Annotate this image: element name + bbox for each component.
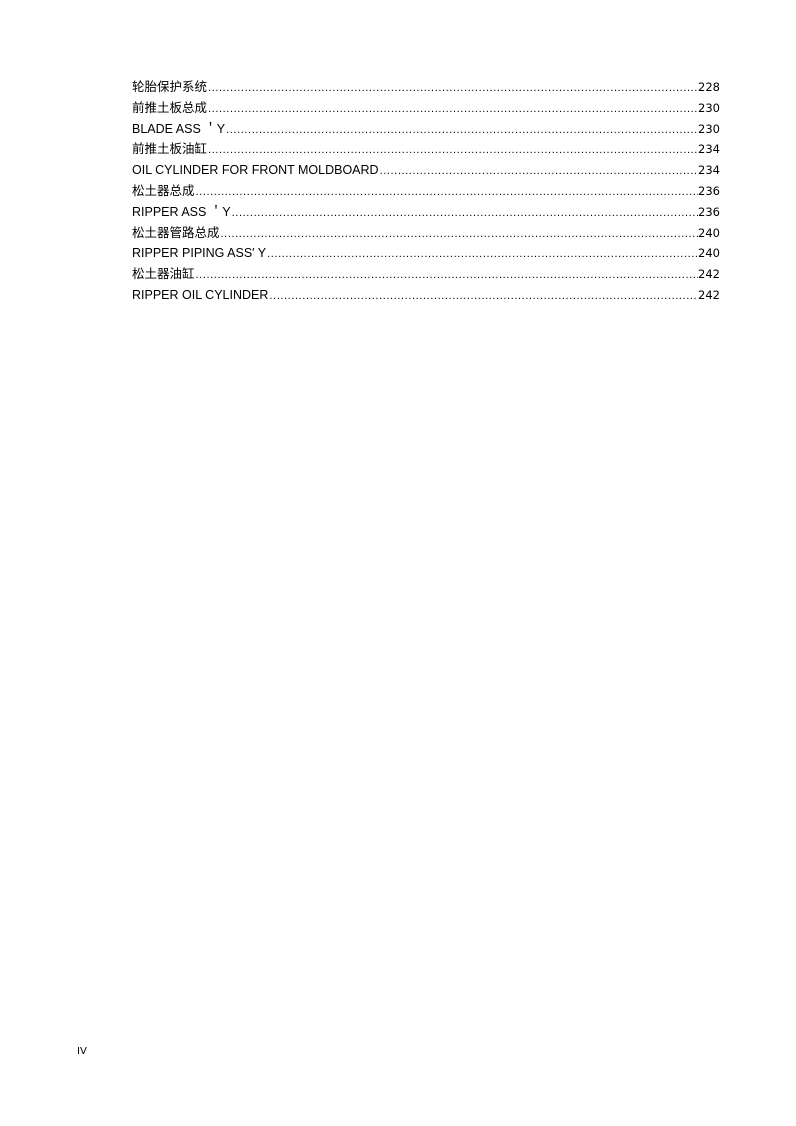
toc-entry[interactable]: 松土器油缸 242 (132, 264, 720, 285)
toc-entry-page: 242 (698, 287, 720, 302)
dot-leader (231, 203, 698, 223)
toc-entry-title: BLADE ASS ＇Y (132, 121, 226, 136)
toc-entry-title: 前推土板总成 (132, 100, 208, 115)
dot-leader (266, 244, 698, 264)
dot-leader (207, 78, 698, 98)
dot-leader (207, 99, 698, 119)
toc-entry-title: RIPPER PIPING ASS′ Y (132, 246, 267, 261)
toc-entry-page: 236 (698, 183, 720, 198)
toc-entry-title: 松土器管路总成 (132, 225, 220, 240)
toc-entry[interactable]: 松土器管路总成 240 (132, 223, 720, 244)
toc-entry[interactable]: BLADE ASS ＇Y 230 (132, 119, 720, 140)
toc-entry-title: 轮胎保护系统 (132, 80, 208, 94)
dot-leader (195, 265, 699, 285)
toc-entry-page: 242 (698, 267, 720, 282)
dot-leader (220, 224, 699, 244)
toc-entry-page: 234 (698, 163, 720, 178)
toc-entry-title: 松土器总成 (132, 183, 195, 198)
toc-entry[interactable]: RIPPER ASS ＇Y 236 (132, 202, 720, 223)
toc-entry-page: 234 (698, 142, 720, 157)
toc-entry-page: 230 (698, 121, 720, 136)
page-number: IV (77, 1046, 87, 1057)
toc-entry-page: 228 (698, 80, 720, 94)
table-of-contents: 轮胎保护系统 228 前推土板总成 230 BLADE ASS ＇Y 230 前推土板油缸 2… (132, 77, 720, 306)
dot-leader (207, 140, 698, 160)
dot-leader (195, 182, 699, 202)
toc-entry-page: 240 (698, 225, 720, 240)
toc-entry-page: 240 (698, 246, 720, 261)
toc-entry-title: 前推土板油缸 (132, 142, 208, 157)
toc-entry-title: OIL CYLINDER FOR FRONT MOLDBOARD (132, 163, 379, 178)
toc-entry[interactable]: 轮胎保护系统 228 (132, 77, 720, 98)
dot-leader (225, 120, 698, 140)
toc-entry-title: RIPPER OIL CYLINDER (132, 287, 269, 302)
dot-leader (379, 161, 698, 181)
toc-entry-title: 松土器油缸 (132, 267, 195, 282)
dot-leader (268, 286, 698, 306)
toc-entry[interactable]: 前推土板油缸 234 (132, 139, 720, 160)
toc-entry[interactable]: RIPPER OIL CYLINDER 242 (132, 285, 720, 306)
toc-entry[interactable]: 松土器总成 236 (132, 181, 720, 202)
toc-entry[interactable]: OIL CYLINDER FOR FRONT MOLDBOARD 234 (132, 160, 720, 181)
toc-entry-title: RIPPER ASS ＇Y (132, 204, 231, 219)
toc-entry[interactable]: 前推土板总成 230 (132, 98, 720, 119)
toc-entry-page: 236 (698, 204, 720, 219)
toc-entry-page: 230 (698, 100, 720, 115)
toc-entry[interactable]: RIPPER PIPING ASS′ Y 240 (132, 243, 720, 264)
